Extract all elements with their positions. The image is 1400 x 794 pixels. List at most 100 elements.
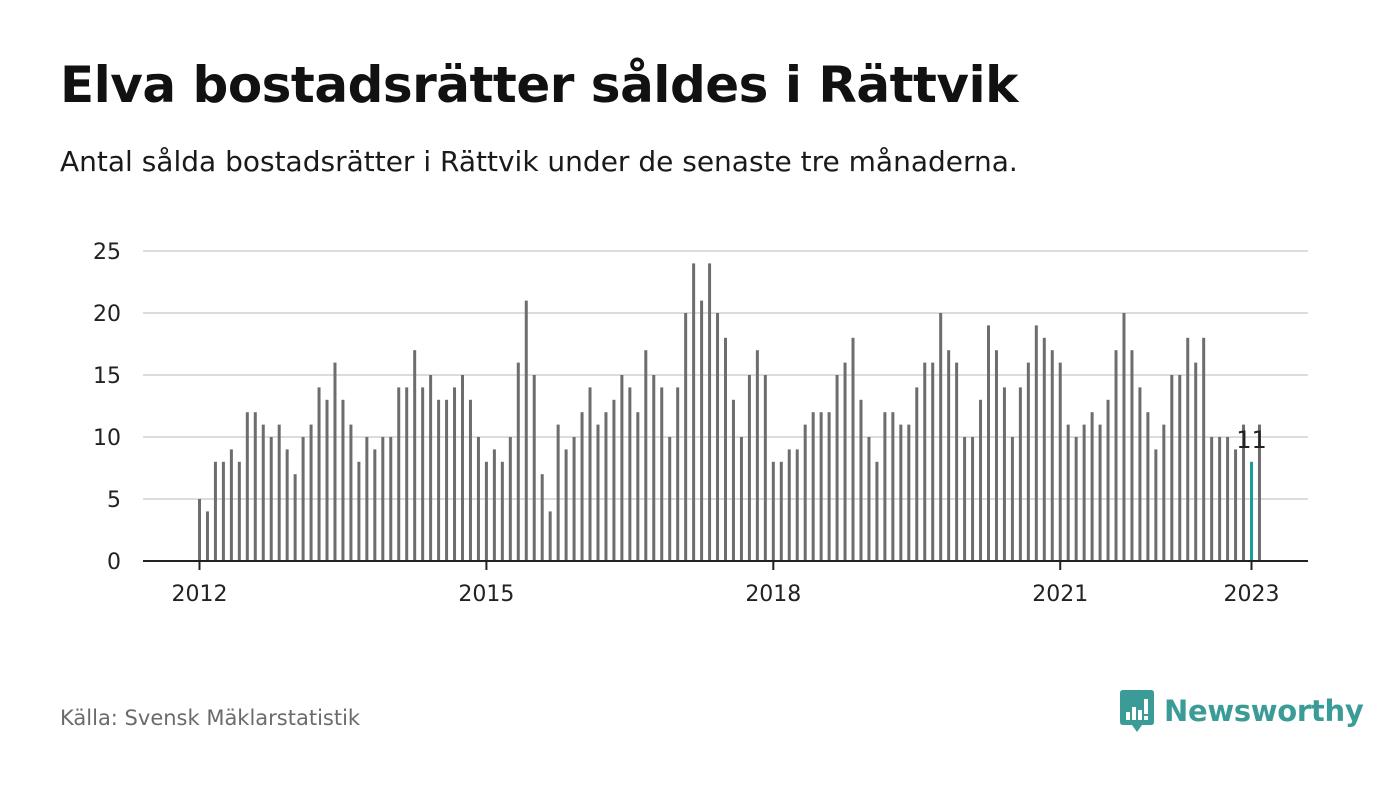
y-tick-label: 0 bbox=[107, 550, 121, 575]
bar bbox=[747, 375, 751, 561]
bar bbox=[1154, 449, 1158, 561]
bar bbox=[221, 461, 225, 561]
bar bbox=[1122, 313, 1126, 561]
bar bbox=[508, 437, 512, 561]
bar bbox=[692, 263, 696, 561]
bar bbox=[572, 437, 576, 561]
bar bbox=[652, 375, 656, 561]
bar bbox=[1186, 337, 1190, 561]
bar bbox=[1074, 437, 1078, 561]
bar bbox=[636, 412, 640, 561]
bar bbox=[971, 437, 975, 561]
newsworthy-logo-icon bbox=[1120, 690, 1154, 732]
bar bbox=[1202, 337, 1206, 561]
bar bbox=[484, 461, 488, 561]
bar bbox=[213, 461, 217, 561]
bar bbox=[963, 437, 967, 561]
bar bbox=[468, 399, 472, 561]
bar bbox=[795, 449, 799, 561]
bar bbox=[269, 437, 273, 561]
y-tick-label: 20 bbox=[93, 302, 121, 327]
bar bbox=[803, 424, 807, 561]
bar bbox=[987, 325, 990, 561]
bar bbox=[317, 387, 321, 561]
bar bbox=[763, 375, 767, 561]
bar bbox=[660, 387, 664, 561]
bar bbox=[365, 437, 369, 561]
bar bbox=[405, 387, 409, 561]
bar bbox=[476, 437, 480, 561]
bar bbox=[676, 387, 680, 561]
bar bbox=[891, 412, 895, 561]
bar bbox=[516, 362, 520, 561]
bar bbox=[1082, 424, 1086, 561]
x-tick-label: 2021 bbox=[1032, 582, 1088, 607]
bar bbox=[1010, 437, 1014, 561]
bar bbox=[198, 499, 201, 561]
bar bbox=[540, 474, 544, 561]
bar bbox=[644, 350, 648, 561]
bar bbox=[588, 387, 592, 561]
x-tick-label: 2023 bbox=[1224, 582, 1280, 607]
bar bbox=[1226, 437, 1230, 561]
bar bbox=[564, 449, 568, 561]
bar bbox=[724, 337, 727, 561]
x-tick-label: 2015 bbox=[458, 582, 514, 607]
bar bbox=[1210, 437, 1214, 561]
bar bbox=[684, 313, 688, 561]
bar bbox=[859, 399, 863, 561]
x-tick-label: 2012 bbox=[172, 582, 228, 607]
bar bbox=[1098, 424, 1102, 561]
bar bbox=[731, 399, 735, 561]
bar bbox=[413, 350, 417, 561]
source-note: Källa: Svensk Mäklarstatistik bbox=[60, 706, 361, 730]
bar bbox=[461, 375, 464, 561]
bar bbox=[1242, 424, 1246, 561]
highlight-value-label: 11 bbox=[1236, 426, 1267, 454]
bar bbox=[421, 387, 425, 561]
newsworthy-logo: Newsworthy bbox=[1118, 688, 1364, 734]
bar bbox=[1178, 375, 1182, 561]
bar bbox=[397, 387, 401, 561]
bar bbox=[612, 399, 616, 561]
bar bbox=[979, 399, 983, 561]
bar bbox=[437, 399, 441, 561]
bar bbox=[357, 461, 361, 561]
y-tick-label: 25 bbox=[93, 240, 121, 265]
bar bbox=[1042, 337, 1046, 561]
bar bbox=[1090, 412, 1094, 561]
bar bbox=[851, 337, 855, 561]
bar bbox=[1018, 387, 1022, 561]
bar bbox=[237, 461, 241, 561]
bar bbox=[1114, 350, 1118, 561]
brand-name: Newsworthy bbox=[1164, 694, 1364, 728]
bar bbox=[333, 362, 337, 561]
bar bbox=[261, 424, 265, 561]
bar bbox=[301, 437, 305, 561]
bar-chart: 0 5 10 15 20 25 2012 2015 2018 2021 2023 11 bbox=[93, 240, 1308, 607]
bar bbox=[939, 313, 943, 561]
bar bbox=[755, 350, 759, 561]
bar bbox=[1034, 325, 1038, 561]
bar bbox=[994, 350, 998, 561]
bar bbox=[596, 424, 600, 561]
bar bbox=[1130, 350, 1134, 561]
bar bbox=[1058, 362, 1062, 561]
bar bbox=[827, 412, 831, 561]
bar bbox=[556, 424, 560, 561]
bar bbox=[445, 399, 449, 561]
bar bbox=[1218, 437, 1222, 561]
bar bbox=[381, 437, 385, 561]
bar bbox=[245, 412, 249, 561]
bar bbox=[1002, 387, 1006, 561]
bar bbox=[389, 437, 393, 561]
bar bbox=[931, 362, 935, 561]
x-axis-ticks: 2012 2015 2018 2021 2023 bbox=[172, 561, 1280, 607]
bar bbox=[1106, 399, 1110, 561]
bar bbox=[580, 412, 584, 561]
bar bbox=[811, 412, 815, 561]
bar bbox=[277, 424, 281, 561]
bar bbox=[1146, 412, 1150, 561]
bar bbox=[907, 424, 911, 561]
bar bbox=[373, 449, 377, 561]
